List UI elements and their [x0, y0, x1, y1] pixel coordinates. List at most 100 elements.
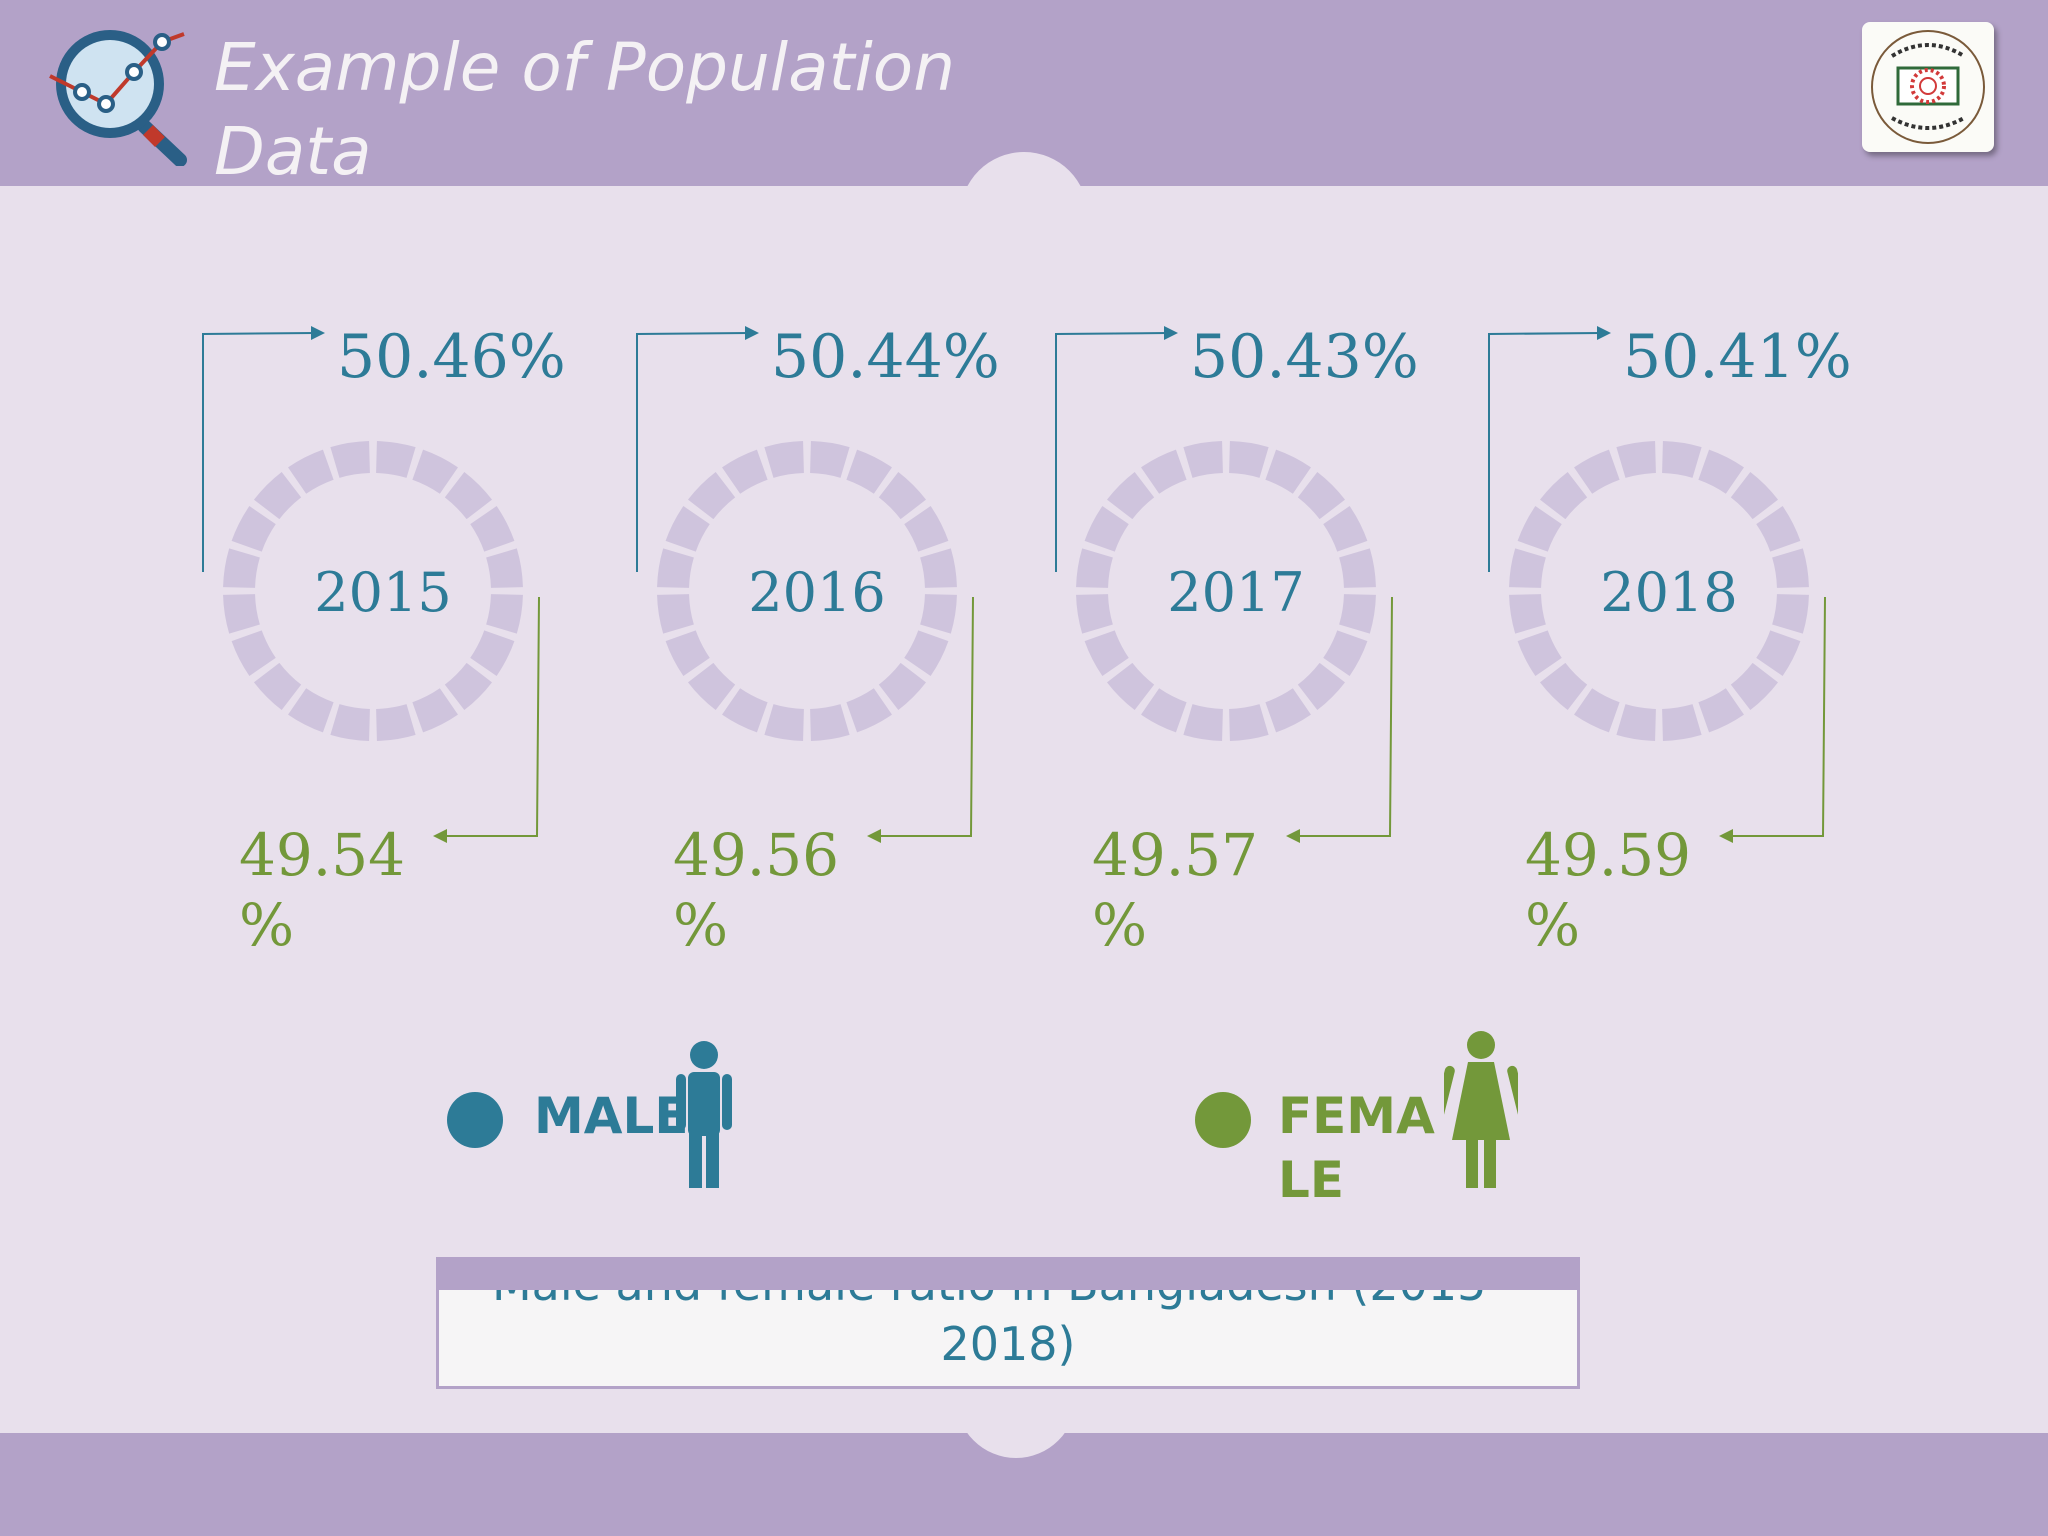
donut-segment [1756, 506, 1801, 552]
donut-segment [764, 441, 804, 478]
female-percent-label: 49.56% [673, 821, 839, 959]
donut-segment [412, 688, 458, 733]
male-connector-arrow [745, 326, 759, 340]
donut-segment [1229, 704, 1269, 741]
donut-segment [1662, 441, 1702, 478]
legend-female-dot [1195, 1092, 1251, 1148]
male-percent-label: 50.43% [1190, 322, 1419, 392]
slide-title: Example of Population Data [214, 29, 956, 190]
donut-segment [1509, 594, 1546, 634]
donut-segment [846, 449, 892, 494]
female-connector-line [1298, 596, 1393, 837]
donut-segment [1730, 662, 1779, 711]
donut-segment [1756, 630, 1801, 676]
donut-segment [722, 688, 768, 733]
donut-segment [1229, 441, 1269, 478]
donut-segment [231, 630, 276, 676]
donut-year-label: 2018 [1600, 561, 1737, 624]
legend-male-dot [447, 1092, 503, 1148]
donut-segment [231, 506, 276, 552]
donut-segment [904, 506, 949, 552]
donut-segment [687, 662, 736, 711]
male-figure-icon [676, 1041, 732, 1188]
donut-segment [1509, 548, 1546, 588]
donut-segment [920, 594, 957, 634]
male-connector-line [1055, 332, 1169, 572]
donut-segment [330, 441, 370, 478]
donut-segment [486, 594, 523, 634]
donut-segment [223, 548, 260, 588]
female-percent-label: 49.57% [1092, 821, 1258, 959]
donut-segment [253, 471, 302, 520]
female-percent-label: 49.59% [1525, 821, 1691, 959]
donut-segment [1616, 704, 1656, 741]
female-figure-icon [1444, 1031, 1518, 1188]
male-connector-arrow [1597, 326, 1611, 340]
donut-segment [288, 688, 334, 733]
donut-year-label: 2015 [314, 561, 451, 624]
donut-segment [1323, 630, 1368, 676]
donut-segment [1539, 471, 1588, 520]
donut-segment [288, 449, 334, 494]
donut-segment [878, 662, 927, 711]
donut-segment [665, 506, 710, 552]
donut-segment [657, 548, 694, 588]
donut-segment [810, 441, 850, 478]
donut-segment [470, 506, 515, 552]
male-percent-label: 50.41% [1623, 322, 1852, 392]
donut-segment [1141, 449, 1187, 494]
university-seal-logo [1862, 22, 1994, 152]
male-percent-label: 50.46% [337, 322, 566, 392]
donut-segment [846, 688, 892, 733]
donut-segment [1106, 662, 1155, 711]
female-connector-arrow [867, 829, 881, 843]
donut-segment [444, 662, 493, 711]
donut-segment [722, 449, 768, 494]
donut-segment [1662, 704, 1702, 741]
male-connector-line [636, 332, 750, 572]
donut-segment [1574, 688, 1620, 733]
donut-segment [1616, 441, 1656, 478]
donut-segment [1297, 662, 1346, 711]
donut-segment [1297, 471, 1346, 520]
donut-segment [904, 630, 949, 676]
donut-year-label: 2016 [748, 561, 885, 624]
donut-segment [1698, 449, 1744, 494]
male-connector-arrow [1164, 326, 1178, 340]
donut-segment [1265, 449, 1311, 494]
donut-segment [1339, 548, 1376, 588]
female-connector-line [445, 596, 540, 837]
donut-segment [376, 441, 416, 478]
chart-caption-box: Male and female ratio in Bangladesh (201… [436, 1257, 1580, 1389]
donut-segment [687, 471, 736, 520]
legend-male-label: MALE [534, 1087, 689, 1145]
donut-segment [330, 704, 370, 741]
donut-segment [878, 471, 927, 520]
donut-segment [764, 704, 804, 741]
magnifier-chart-icon [49, 30, 187, 166]
female-connector-line [1731, 596, 1826, 837]
donut-segment [1265, 688, 1311, 733]
donut-segment [1084, 630, 1129, 676]
caption-header-bar [439, 1260, 1577, 1290]
donut-year-label: 2017 [1167, 561, 1304, 624]
donut-segment [412, 449, 458, 494]
donut-segment [1076, 548, 1113, 588]
donut-segment [1076, 594, 1113, 634]
donut-segment [1339, 594, 1376, 634]
donut-segment [1183, 704, 1223, 741]
donut-segment [486, 548, 523, 588]
male-connector-line [202, 332, 316, 572]
donut-segment [1141, 688, 1187, 733]
donut-segment [1106, 471, 1155, 520]
female-connector-arrow [433, 829, 447, 843]
donut-segment [1323, 506, 1368, 552]
donut-segment [1772, 594, 1809, 634]
female-percent-label: 49.54% [239, 821, 405, 959]
donut-segment [223, 594, 260, 634]
donut-segment [1772, 548, 1809, 588]
donut-segment [1539, 662, 1588, 711]
donut-segment [810, 704, 850, 741]
legend-female-label: FEMALE [1278, 1087, 1435, 1209]
